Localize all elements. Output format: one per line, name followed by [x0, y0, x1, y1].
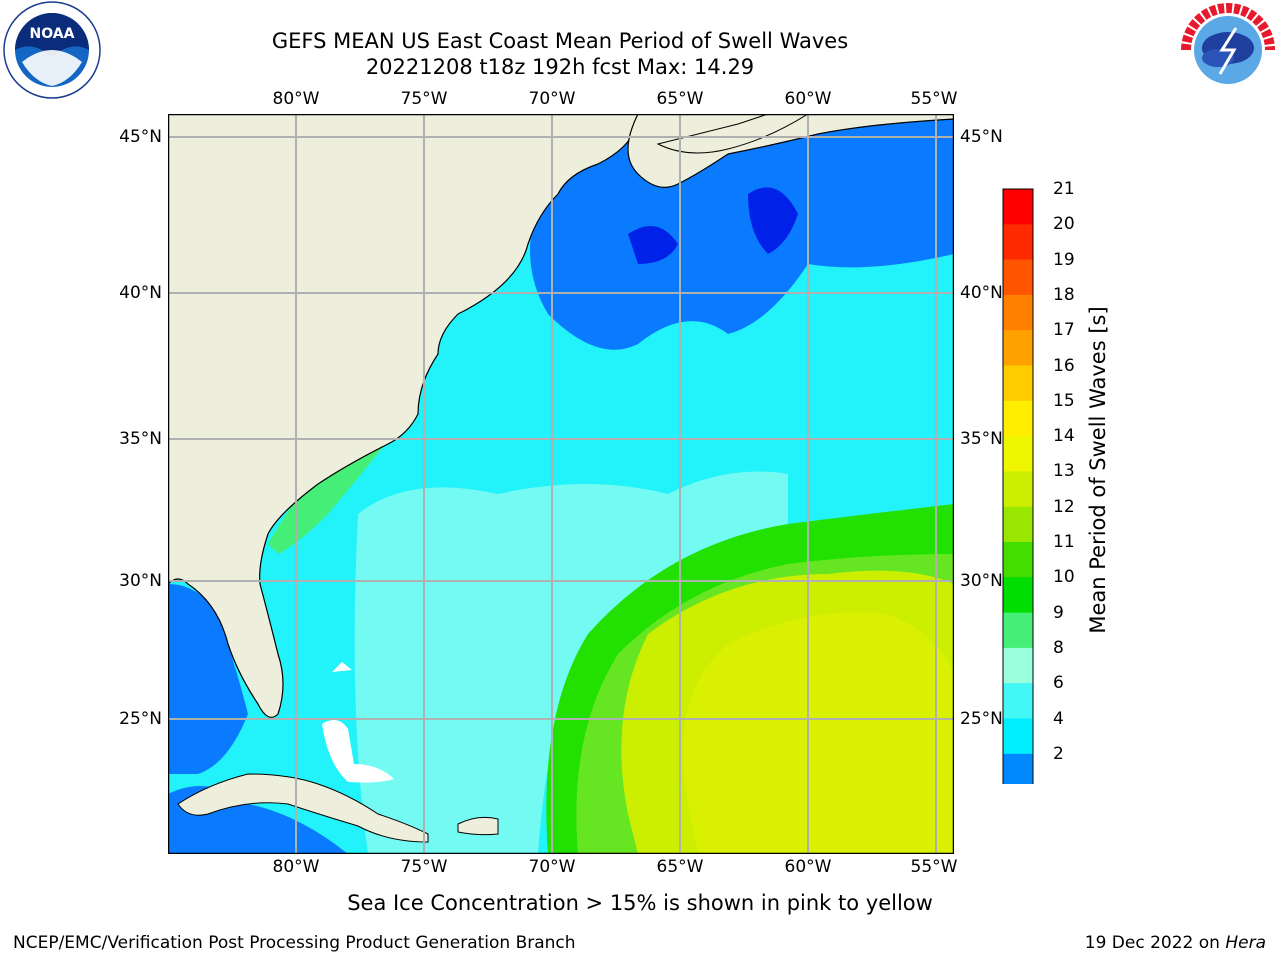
colorbar-segment: [1003, 753, 1033, 784]
colorbar-tick-label: 14: [1053, 426, 1075, 447]
nws-logo: [1180, 2, 1276, 98]
lat-tick-right: 35°N: [960, 429, 1003, 449]
colorbar-segment: [1003, 506, 1033, 543]
colorbar-tick-label: 8: [1053, 637, 1064, 658]
colorbar-segment: [1003, 259, 1033, 296]
lon-tick-top: 75°W: [400, 89, 448, 109]
colorbar-tick-label: 19: [1053, 249, 1075, 270]
land-us-east-coast: [168, 114, 639, 718]
colorbar-label: Mean Period of Swell Waves [s]: [1086, 306, 1110, 634]
lat-tick-right: 40°N: [960, 283, 1003, 303]
colorbar-segment: [1003, 471, 1033, 508]
colorbar-tick-label: 12: [1053, 496, 1075, 517]
colorbar-tick-label: 4: [1053, 708, 1064, 729]
gulf-short-period: [168, 584, 248, 774]
colorbar-segment: [1003, 647, 1033, 684]
colorbar-segment: [1003, 294, 1033, 331]
colorbar-segment: [1003, 189, 1033, 225]
lon-tick-top: 55°W: [910, 89, 958, 109]
lat-tick-left: 35°N: [119, 429, 162, 449]
colorbar-segment: [1003, 612, 1033, 649]
short-period-region-north: [530, 114, 954, 350]
chart-subtitle: 20221208 t18z 192h fcst Max: 14.29: [365, 55, 755, 79]
lon-tick-top: 80°W: [272, 89, 320, 109]
colorbar-tick-label: 18: [1053, 284, 1075, 305]
chart-title: GEFS MEAN US East Coast Mean Period of S…: [271, 29, 849, 53]
colorbar-tick-label: 17: [1053, 320, 1075, 341]
colorbar-segment: [1003, 683, 1033, 719]
lon-tick-top: 65°W: [656, 89, 704, 109]
colorbar-tick-label: 6: [1053, 673, 1064, 694]
land-cuba: [177, 773, 429, 843]
lat-tick-right: 25°N: [960, 709, 1003, 729]
noaa-logo-text: NOAA: [30, 26, 75, 42]
swell-period-map: [168, 114, 954, 854]
colorbar-outline: [1002, 188, 1034, 784]
lon-tick-bottom: 75°W: [400, 857, 448, 877]
lat-tick-right: 30°N: [960, 571, 1003, 591]
lat-tick-left: 40°N: [119, 283, 162, 303]
colorbar-tick-label: 21: [1053, 179, 1075, 199]
lat-tick-left: 30°N: [119, 571, 162, 591]
lon-tick-top: 70°W: [528, 89, 576, 109]
short-period-core: [748, 187, 798, 254]
lon-tick-bottom: 65°W: [656, 857, 704, 877]
colorbar-tick-label: 9: [1053, 602, 1064, 623]
colorbar-segment: [1003, 365, 1033, 402]
lat-tick-right: 45°N: [960, 127, 1003, 147]
colorbar-tick-label: 11: [1053, 532, 1075, 552]
lon-tick-bottom: 80°W: [272, 857, 320, 877]
colorbar-tick-label: 10: [1053, 567, 1075, 588]
sea-ice-note: Sea Ice Concentration > 15% is shown in …: [347, 891, 933, 915]
colorbar-tick-label: 2: [1053, 743, 1064, 764]
colorbar-segment: [1003, 400, 1033, 437]
bahamas-shallow: [322, 720, 394, 783]
run-date: 19 Dec 2022 on Hera: [1085, 933, 1266, 953]
colorbar-segment: [1003, 718, 1033, 755]
lat-tick-left: 25°N: [119, 709, 162, 729]
lon-tick-bottom: 55°W: [910, 857, 958, 877]
lon-tick-bottom: 60°W: [784, 857, 832, 877]
lon-tick-top: 60°W: [784, 89, 832, 109]
credit-text: NCEP/EMC/Verification Post Processing Pr…: [13, 933, 576, 953]
machine-name: Hera: [1225, 933, 1266, 953]
colorbar-tick-label: 16: [1053, 355, 1075, 376]
colorbar-tick-label: 20: [1053, 214, 1075, 235]
colorbar-segment: [1003, 330, 1033, 366]
colorbar-segment: [1003, 542, 1033, 578]
colorbar-segment: [1003, 577, 1033, 614]
noaa-logo: NOAA: [3, 1, 101, 99]
colorbar-segment: [1003, 224, 1033, 261]
lon-tick-bottom: 70°W: [528, 857, 576, 877]
colorbar-tick-label: 15: [1053, 390, 1075, 411]
graticule: [168, 114, 954, 854]
colorbar-tick-label: 13: [1053, 461, 1075, 482]
colorbar-segment: [1003, 436, 1033, 472]
run-date-text: 19 Dec 2022 on: [1084, 933, 1220, 953]
colorbar: [1002, 188, 1034, 784]
lat-tick-left: 45°N: [119, 127, 162, 147]
